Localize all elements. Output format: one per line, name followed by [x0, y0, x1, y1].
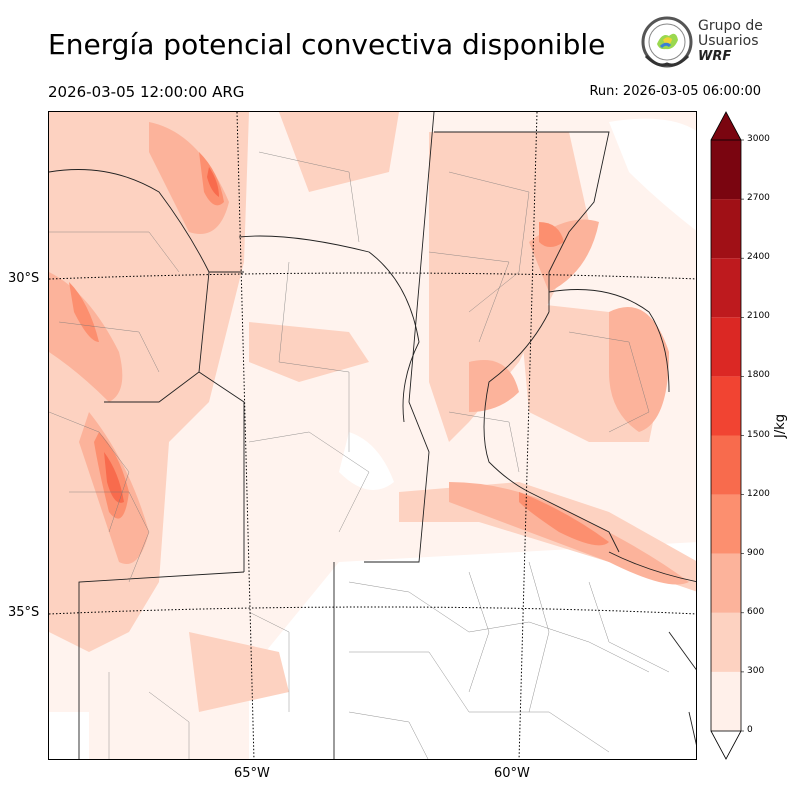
colorbar-band	[711, 435, 741, 495]
cape-map	[49, 112, 696, 759]
colorbar-band	[711, 494, 741, 554]
logo-text: Grupo de Usuarios WRF	[698, 18, 763, 65]
valid-time: 2026-03-05 12:00:00 ARG	[48, 83, 245, 101]
department-borders	[49, 151, 670, 759]
colorbar-min-extension	[710, 730, 742, 760]
coastline	[608, 551, 696, 746]
low-cape-area-south	[249, 542, 696, 759]
colorbar-max-extension	[710, 111, 742, 141]
lat-label-30s: 30°S	[8, 271, 40, 286]
lon-label-60w: 60°W	[494, 766, 530, 781]
lat-label-35s: 35°S	[8, 605, 40, 620]
colorbar-tick-label: 3000	[747, 134, 770, 144]
colorbar-band	[711, 376, 741, 436]
colorbar-tick-label: 1500	[747, 429, 770, 440]
map-panel	[48, 111, 697, 760]
province-borders	[49, 112, 670, 759]
colorbar	[710, 111, 744, 760]
colorbar-tick-label: 600	[747, 606, 765, 617]
colorbar-band	[711, 553, 741, 613]
colorbar-band	[711, 671, 741, 731]
low-cape-area-northeast	[609, 118, 696, 231]
grupo-usuarios-wrf-logo: Grupo de Usuarios WRF	[638, 16, 768, 72]
colorbar-tick-label: 2100	[747, 311, 770, 322]
cape-1200-1500	[104, 167, 219, 503]
colorbar-unit: J/kg	[773, 414, 788, 438]
low-cape-area-southwest	[49, 712, 89, 759]
colorbar-tick-label: 2400	[747, 252, 770, 263]
colorbar-tick-label: 300	[747, 665, 765, 676]
colorbar-tick-label: 2700	[747, 193, 770, 204]
low-cape-area-center	[339, 432, 394, 490]
colorbar-band	[711, 258, 741, 318]
seal-icon	[641, 16, 693, 68]
colorbar-tick-label: 1200	[747, 488, 770, 499]
colorbar-band	[711, 612, 741, 672]
run-time: Run: 2026-03-05 06:00:00	[589, 84, 761, 99]
colorbar-tick-label: 0	[747, 725, 753, 735]
colorbar-band	[711, 199, 741, 259]
colorbar-band	[711, 140, 741, 200]
lon-label-65w: 65°W	[234, 766, 270, 781]
colorbar-tick-label: 1800	[747, 370, 770, 381]
colorbar-tick-label: 900	[747, 547, 765, 558]
colorbar-band	[711, 317, 741, 377]
chart-title: Energía potencial convectiva disponible	[48, 28, 606, 61]
